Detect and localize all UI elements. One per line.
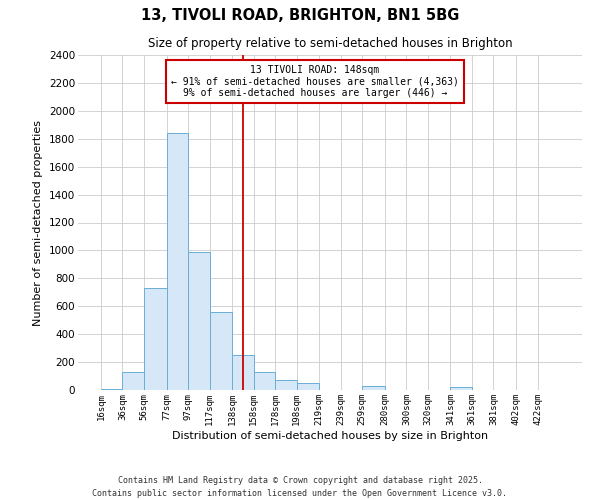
- Bar: [451, 387, 472, 390]
- Bar: [144, 288, 167, 390]
- Bar: [209, 312, 232, 390]
- Bar: [296, 383, 319, 390]
- Bar: [275, 380, 296, 390]
- Y-axis label: Number of semi-detached properties: Number of semi-detached properties: [34, 120, 43, 326]
- Text: 13, TIVOLI ROAD, BRIGHTON, BN1 5BG: 13, TIVOLI ROAD, BRIGHTON, BN1 5BG: [141, 8, 459, 22]
- Text: 13 TIVOLI ROAD: 148sqm
← 91% of semi-detached houses are smaller (4,363)
9% of s: 13 TIVOLI ROAD: 148sqm ← 91% of semi-det…: [171, 65, 459, 98]
- Bar: [122, 372, 144, 390]
- Bar: [167, 133, 188, 390]
- Bar: [254, 372, 275, 390]
- Bar: [188, 252, 209, 390]
- Bar: [362, 386, 385, 390]
- Bar: [101, 388, 122, 390]
- X-axis label: Distribution of semi-detached houses by size in Brighton: Distribution of semi-detached houses by …: [172, 430, 488, 440]
- Bar: [232, 355, 254, 390]
- Title: Size of property relative to semi-detached houses in Brighton: Size of property relative to semi-detach…: [148, 36, 512, 50]
- Text: Contains HM Land Registry data © Crown copyright and database right 2025.
Contai: Contains HM Land Registry data © Crown c…: [92, 476, 508, 498]
